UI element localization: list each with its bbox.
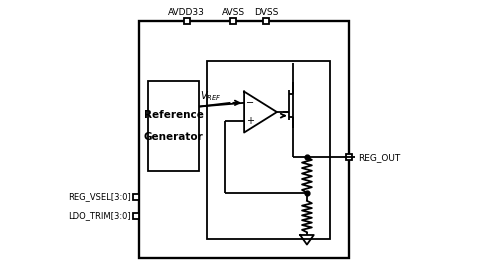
Text: $V_{REF}$: $V_{REF}$ — [200, 89, 222, 103]
Text: LDO_TRIM[3:0]: LDO_TRIM[3:0] — [68, 211, 131, 220]
Text: DVSS: DVSS — [254, 8, 278, 17]
Bar — [133, 213, 139, 219]
Bar — [139, 20, 349, 258]
Text: +: + — [246, 116, 254, 126]
Text: REG_VSEL[3:0]: REG_VSEL[3:0] — [68, 192, 131, 201]
Bar — [230, 17, 236, 23]
Bar — [133, 194, 139, 200]
Bar — [148, 81, 199, 171]
Text: Generator: Generator — [144, 132, 204, 142]
Bar — [184, 17, 190, 23]
Bar — [346, 154, 352, 160]
Text: REG_OUT: REG_OUT — [358, 153, 400, 162]
Text: AVDD33: AVDD33 — [168, 8, 205, 17]
Text: −: − — [246, 98, 254, 108]
Text: Reference: Reference — [144, 110, 204, 120]
Bar — [263, 17, 269, 23]
Text: AVSS: AVSS — [222, 8, 245, 17]
Bar — [207, 62, 330, 239]
